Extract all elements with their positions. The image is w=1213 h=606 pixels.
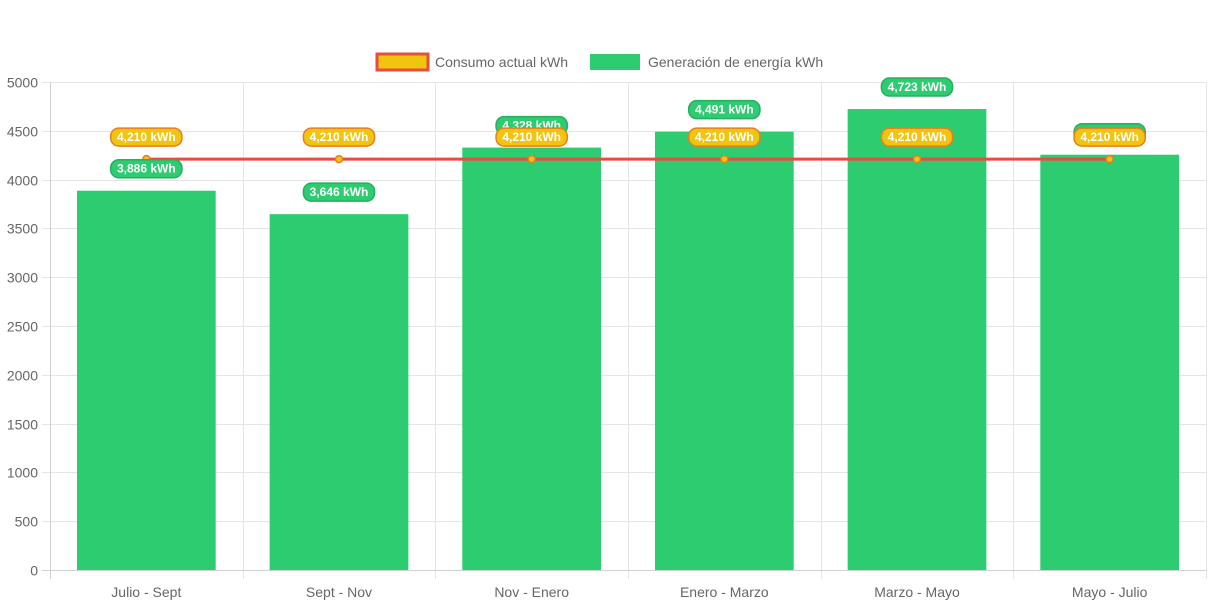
y-tick-label: 500 (15, 514, 39, 530)
line-data-label: 4,210 kWh (310, 130, 369, 144)
bar-data-label: 3,646 kWh (310, 185, 369, 199)
bar-data-label-bg (880, 77, 954, 97)
bar (269, 214, 409, 571)
y-tick-label: 5000 (7, 75, 38, 91)
x-tick-label: Enero - Marzo (680, 584, 769, 600)
x-tick-label: Sept - Nov (306, 584, 372, 600)
line-point (1105, 154, 1114, 164)
x-tick-label: Nov - Enero (494, 584, 569, 600)
bar (76, 190, 216, 571)
y-tick-label: 4500 (7, 124, 38, 140)
line-data-label: 4,210 kWh (502, 130, 561, 144)
legend-item: Consumo actual kWh (375, 52, 568, 72)
bar-data-label: 4,491 kWh (695, 103, 754, 117)
bar-data-label-bg (687, 99, 761, 120)
x-tick-label: Mayo - Julio (1072, 584, 1148, 600)
bar (847, 109, 987, 570)
bar (1040, 154, 1180, 570)
legend-swatch (375, 52, 430, 72)
y-tick-label: 3500 (7, 221, 38, 237)
bar (462, 147, 602, 570)
line-point (912, 154, 922, 164)
line-data-label: 4,210 kWh (117, 130, 176, 144)
line-point (720, 154, 729, 164)
line-data-label-bg (495, 127, 569, 147)
grid (42, 82, 1207, 579)
y-tick-label: 2500 (7, 319, 38, 335)
y-tick-label: 0 (30, 563, 38, 579)
line-data-label-bg (1073, 127, 1147, 147)
y-tick-label: 1500 (7, 417, 38, 433)
x-tick-label: Julio - Sept (111, 584, 181, 600)
bar-data-label: 4,723 kWh (888, 80, 947, 94)
line-data-label-bg (109, 127, 183, 147)
bar-data-label-bg (302, 182, 376, 202)
bar-data-label-bg (109, 158, 183, 179)
legend-swatch (590, 54, 640, 70)
line-data-label: 4,210 kWh (888, 130, 947, 144)
line-data-label-bg (880, 127, 954, 147)
line-data-label-bg (302, 127, 376, 147)
legend-label: Generación de energía kWh (648, 54, 823, 70)
legend: Consumo actual kWh Generación de energía … (375, 52, 823, 72)
y-tick-label: 1000 (7, 465, 38, 481)
y-tick-label: 4000 (7, 173, 38, 189)
line-point (334, 154, 344, 164)
bar (654, 131, 794, 570)
bar-data-label: 3,886 kWh (117, 162, 176, 176)
x-tick-label: Marzo - Mayo (874, 584, 960, 600)
line-data-label-bg (687, 127, 761, 147)
legend-item: Generación de energía kWh (590, 54, 823, 70)
line-data-label: 4,210 kWh (1080, 130, 1139, 144)
line-point (527, 154, 536, 164)
line-data-label: 4,210 kWh (695, 130, 754, 144)
y-tick-label: 3000 (7, 270, 38, 286)
legend-label: Consumo actual kWh (435, 54, 568, 70)
y-tick-label: 2000 (7, 368, 38, 384)
